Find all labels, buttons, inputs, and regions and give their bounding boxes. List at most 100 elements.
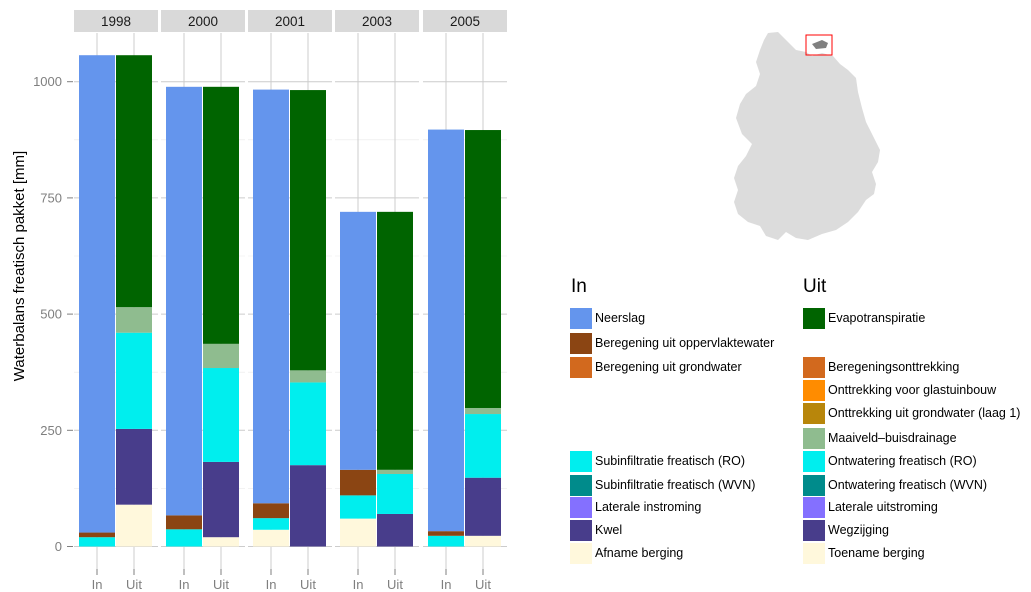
legend-label: Maaiveld–buisdrainage [828,431,957,445]
legend-swatch [570,307,592,329]
legend-title-in: In [571,276,587,297]
bar-segment [340,469,376,496]
bar-segment [290,382,326,466]
legend-label: Kwel [595,523,623,537]
facet-label: 1998 [101,14,131,29]
legend-swatch [803,519,825,541]
bar-segment [465,130,501,408]
legend-label: Onttrekking uit grondwater (laag 1) [828,406,1021,420]
x-tick-label: Uit [213,577,229,592]
bar-segment [203,86,239,344]
x-tick-label: In [353,577,364,592]
x-tick-label: In [92,577,103,592]
legend-label: Laterale uitstroming [828,500,938,514]
legend-label: Beregeningsonttrekking [828,360,960,374]
legend-item: Kwel [570,519,622,541]
legend-item: Toename berging [803,542,925,564]
x-tick-label: In [179,577,190,592]
legend-swatch [570,356,592,378]
bar-segment [465,535,501,547]
bar-segment [290,90,326,371]
bar-segment [465,407,501,415]
legend-item: Neerslag [570,307,645,329]
y-tick-label: 0 [55,539,62,554]
bar-segment [428,129,464,532]
legend-label: Ontwatering freatisch (RO) [828,454,977,468]
legend-item: Onttrekking uit grondwater (laag 1) [803,402,1020,424]
legend-label: Evapotranspiratie [828,311,926,325]
facet-label: 2000 [188,14,218,29]
y-tick-label: 500 [40,307,62,322]
legend-swatch [803,542,825,564]
facet-label: 2003 [362,14,392,29]
bar-segment [116,428,152,505]
bar-segment [290,370,326,383]
bar-segment [340,211,376,470]
x-tick-label: In [441,577,452,592]
bar-segment [79,532,115,538]
facet-label: 2005 [450,14,480,29]
region-shape [734,32,880,240]
legend-item: Beregening uit grondwater [570,356,742,378]
y-tick-label: 750 [40,190,62,205]
legend-label: Onttrekking voor glastuinbouw [828,383,997,397]
legend-label: Beregening uit grondwater [595,360,742,374]
highlight-box [805,34,833,56]
bar-segment [203,368,239,462]
legend-label: Neerslag [595,311,646,325]
legend-title-uit: Uit [803,276,827,297]
region-map [734,32,880,240]
bar-segment [340,495,376,519]
bar-segment [377,513,413,547]
facet-strip [248,10,332,32]
legend-swatch [570,450,592,472]
bar-segment [79,537,115,547]
y-tick-label: 1000 [33,74,62,89]
legend-label: Subinfiltratie freatisch (WVN) [595,478,756,492]
legend-label: Ontwatering freatisch (WVN) [828,478,988,492]
x-tick-label: In [266,577,277,592]
x-tick-label: Uit [300,577,316,592]
facet-label: 2001 [275,14,305,29]
bar-segment [377,469,413,474]
legend-label: Wegzijging [828,523,889,537]
bar-segment [116,307,152,333]
bar-segment [377,473,413,514]
highlight-area [812,40,828,49]
legend-item: Subinfiltratie freatisch (WVN) [570,474,755,496]
facet-strip [423,10,507,32]
legend-label: Beregening uit oppervlaktewater [595,336,775,350]
legend-swatch [570,332,592,354]
bar-segment [116,504,152,547]
bar-segment [203,537,239,547]
legend-item: Ontwatering freatisch (RO) [803,450,977,472]
legend-swatch [570,474,592,496]
legend-label: Afname berging [595,546,684,560]
x-tick-label: Uit [126,577,142,592]
facet-strip [161,10,245,32]
x-tick-label: Uit [475,577,491,592]
bar-segment [253,518,289,530]
legend-item: Afname berging [570,542,683,564]
bar-segment [203,461,239,538]
bar-segment [465,414,501,478]
legend-item: Maaiveld–buisdrainage [803,427,957,449]
y-axis-label: Waterbalans freatisch pakket [mm] [11,151,28,381]
legend-item: Laterale uitstroming [803,496,938,518]
bar-segment [290,465,326,547]
legend-item: Wegzijging [803,519,889,541]
bar-segment [428,531,464,536]
bar-segment [253,503,289,519]
bar-segment [253,529,289,547]
legend-label: Subinfiltratie freatisch (RO) [595,454,746,468]
bar-segment [465,477,501,536]
legend-swatch [570,542,592,564]
legend-swatch [570,519,592,541]
legend-swatch [803,402,825,424]
legend-item: Subinfiltratie freatisch (RO) [570,450,745,472]
legend-swatch [803,427,825,449]
legend-item: Ontwatering freatisch (WVN) [803,474,987,496]
legend-label: Laterale instroming [595,500,702,514]
bar-segment [166,515,202,530]
